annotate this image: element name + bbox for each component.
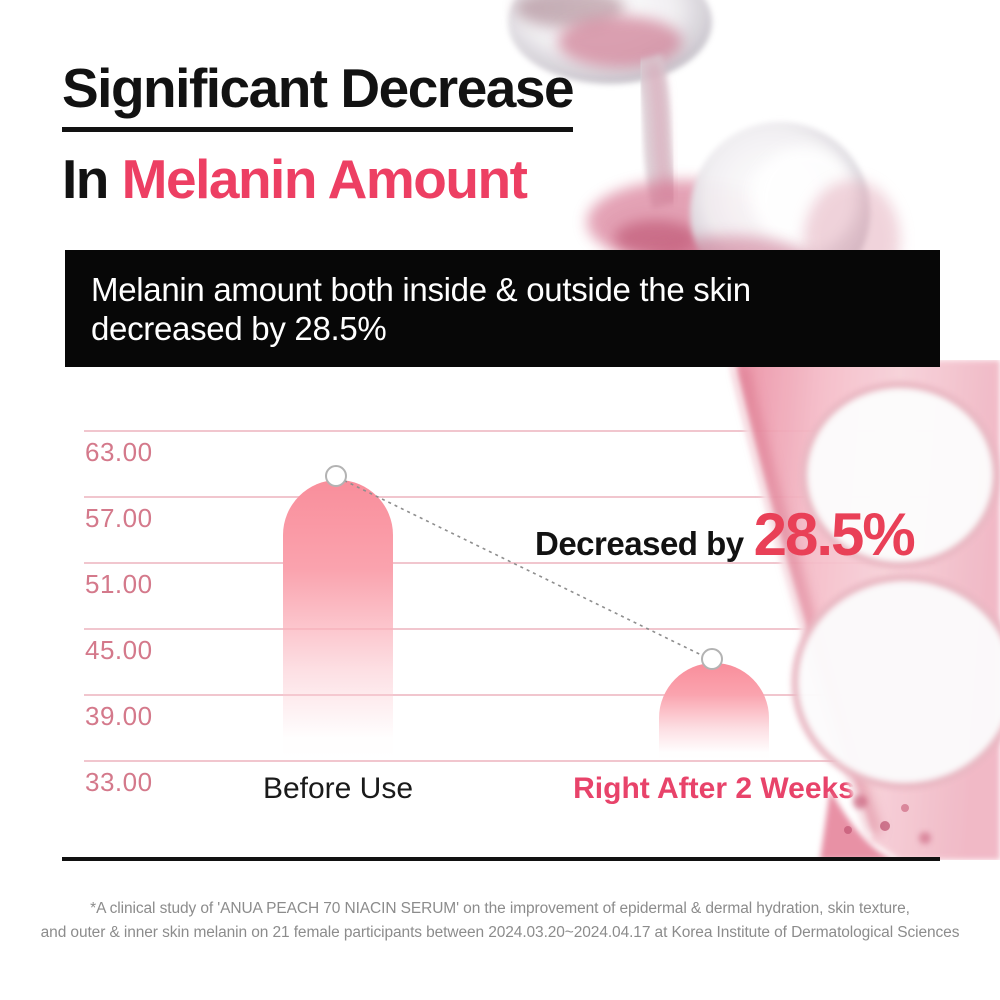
x-category-label: Before Use bbox=[262, 772, 414, 805]
y-tick-label: 33.00 bbox=[85, 767, 153, 797]
footnote-line2: and outer & inner skin melanin on 21 fem… bbox=[40, 924, 960, 942]
decrease-annotation: Decreased by 28.5% bbox=[535, 500, 916, 569]
gridline bbox=[84, 694, 935, 696]
title-line2-highlight: Melanin Amount bbox=[121, 148, 528, 210]
x-category-label: Right After 2 Weeks bbox=[573, 772, 855, 805]
annotation-prefix: Decreased by bbox=[535, 525, 744, 562]
title-line2-prefix: In bbox=[62, 148, 122, 210]
gridline bbox=[84, 562, 935, 564]
bar-before bbox=[283, 479, 393, 760]
title-line1: Significant Decrease bbox=[62, 56, 575, 132]
summary-banner: Melanin amount both inside & outside the… bbox=[65, 250, 940, 367]
title-line2: In Melanin Amount bbox=[62, 147, 573, 211]
data-point-marker bbox=[325, 464, 347, 487]
footnote-line1: *A clinical study of 'ANUA PEACH 70 NIAC… bbox=[90, 900, 910, 917]
y-tick-label: 45.00 bbox=[85, 635, 153, 665]
gridline bbox=[84, 760, 935, 762]
banner-line1: Melanin amount both inside & outside the… bbox=[91, 271, 751, 308]
connector-dashed-line bbox=[337, 476, 715, 662]
page-title: Significant Decrease In Melanin Amount bbox=[62, 56, 575, 211]
melanin-chart: 63.00 57.00 51.00 45.00 39.00 33.00 Before Use… bbox=[84, 430, 935, 805]
gridline bbox=[84, 496, 935, 498]
data-point-marker bbox=[701, 648, 723, 671]
y-tick-label: 39.00 bbox=[85, 701, 153, 731]
gridline bbox=[84, 628, 935, 630]
gridline bbox=[84, 430, 935, 432]
y-tick-label: 51.00 bbox=[85, 569, 153, 599]
y-tick-label: 63.00 bbox=[85, 437, 153, 467]
study-footnote: *A clinical study of 'ANUA PEACH 70 NIAC… bbox=[0, 897, 1000, 945]
banner-line2: decreased by 28.5% bbox=[91, 309, 387, 347]
y-tick-label: 57.00 bbox=[85, 503, 153, 533]
bottom-divider bbox=[62, 857, 940, 861]
annotation-value: 28.5% bbox=[753, 501, 916, 568]
